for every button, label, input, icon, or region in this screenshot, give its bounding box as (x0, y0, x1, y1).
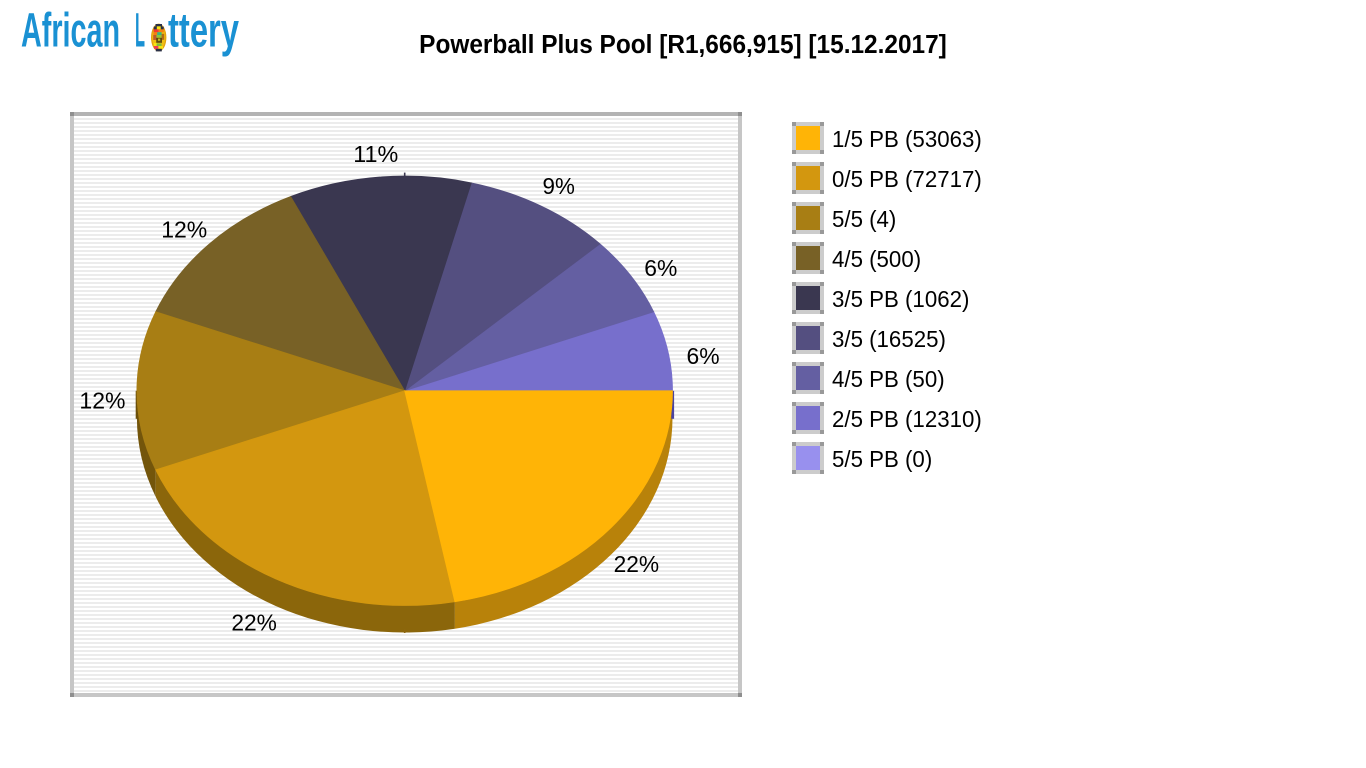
svg-text:11%: 11% (353, 141, 398, 167)
svg-text:12%: 12% (161, 217, 207, 243)
svg-text:ttery: ttery (168, 5, 239, 58)
svg-text:9%: 9% (543, 173, 575, 199)
svg-text:African: African (21, 5, 120, 58)
svg-text:6%: 6% (687, 343, 720, 369)
svg-text:L: L (135, 5, 145, 58)
svg-text:6%: 6% (644, 255, 677, 281)
svg-text:12%: 12% (79, 387, 125, 413)
svg-text:22%: 22% (231, 609, 277, 635)
svg-text:22%: 22% (614, 551, 660, 577)
